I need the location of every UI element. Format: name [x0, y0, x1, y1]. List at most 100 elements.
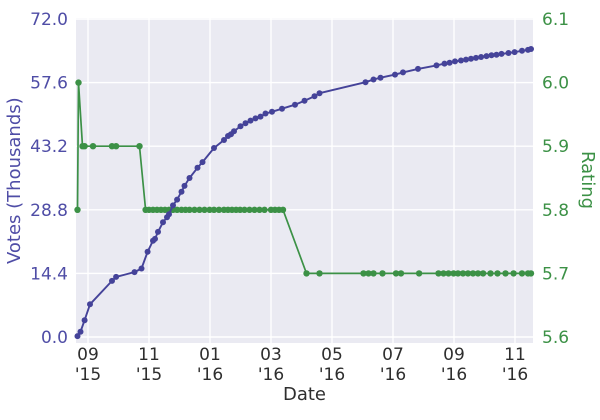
rating-point — [215, 206, 223, 213]
rating-point — [445, 270, 452, 277]
x-axis-tick-year: '16 — [441, 365, 467, 385]
rating-point — [256, 206, 263, 213]
votes-point — [262, 110, 269, 117]
votes-point — [528, 46, 534, 52]
rating-point — [469, 270, 477, 277]
votes-point — [511, 49, 518, 56]
x-axis-tick-month: 09 — [77, 345, 99, 365]
rating-point — [246, 206, 253, 213]
votes-point — [144, 248, 151, 255]
y-axis-tick-right: 5.8 — [542, 201, 569, 221]
votes-point — [377, 74, 384, 81]
rating-point — [81, 143, 88, 150]
x-axis-title: Date — [282, 384, 327, 405]
rating-point — [75, 79, 82, 86]
votes-point — [211, 145, 217, 151]
votes-point — [181, 182, 188, 189]
y-axis-tick-right: 5.9 — [542, 137, 569, 157]
votes-point — [257, 113, 264, 120]
rating-point — [112, 143, 120, 150]
votes-point — [186, 175, 193, 181]
votes-point — [155, 228, 161, 235]
y-axis-tick-right: 6.0 — [542, 74, 569, 94]
votes-point — [178, 188, 185, 195]
y-axis-tick-left: 72.0 — [30, 10, 68, 30]
rating-point — [186, 206, 193, 213]
rating-point — [464, 270, 472, 277]
votes-point — [87, 301, 93, 308]
votes-point — [452, 58, 458, 65]
votes-point — [292, 101, 298, 108]
x-axis-tick-year: '16 — [380, 365, 406, 385]
y-axis-title-right: Rating — [577, 151, 598, 210]
votes-point — [174, 196, 181, 203]
rating-point — [474, 270, 482, 277]
rating-point — [89, 143, 97, 150]
x-axis-tick-month: 09 — [443, 345, 465, 365]
votes-point — [109, 277, 115, 284]
rating-point — [241, 206, 248, 213]
votes-point — [77, 328, 84, 335]
rating-point — [494, 270, 501, 277]
rating-point — [459, 270, 467, 277]
votes-point — [252, 115, 259, 122]
rating-point — [487, 270, 494, 277]
rating-point — [360, 270, 367, 277]
x-axis-tick-year: '16 — [319, 365, 345, 385]
rating-point — [454, 270, 462, 277]
rating-point — [191, 206, 198, 213]
votes-point — [301, 97, 308, 104]
plot-background — [76, 18, 533, 343]
votes-point — [269, 108, 275, 115]
x-axis-tick-year: '16 — [197, 365, 223, 385]
rating-point — [206, 206, 213, 213]
votes-point — [415, 65, 421, 72]
votes-point — [221, 137, 227, 143]
votes-point — [370, 76, 377, 83]
votes-point — [505, 50, 512, 56]
rating-point — [316, 270, 323, 277]
rating-point — [518, 270, 526, 277]
rating-point — [201, 206, 208, 213]
votes-point — [74, 333, 81, 340]
votes-point — [131, 269, 138, 276]
votes-point — [468, 55, 474, 62]
x-axis-tick-month: 11 — [504, 345, 526, 365]
y-axis-tick-right: 5.7 — [542, 264, 569, 284]
votes-point — [199, 159, 206, 166]
rating-point — [510, 270, 517, 277]
x-axis-tick-year: '15 — [136, 365, 162, 385]
rating-point — [74, 206, 81, 213]
votes-point — [231, 128, 237, 135]
rating-point — [502, 270, 509, 277]
votes-point — [473, 54, 479, 61]
rating-point — [136, 143, 143, 150]
votes-point — [458, 57, 464, 64]
votes-point — [170, 202, 176, 209]
rating-point — [365, 270, 372, 277]
votes-point — [392, 71, 398, 78]
rating-point — [397, 270, 405, 277]
votes-point — [463, 56, 469, 63]
y-axis-tick-left: 28.8 — [30, 201, 68, 221]
y-axis-tick-left: 0.0 — [41, 328, 68, 348]
rating-point — [527, 270, 535, 277]
votes-point — [311, 93, 318, 100]
votes-point — [247, 117, 254, 124]
votes-point — [237, 123, 244, 130]
rating-point — [392, 270, 400, 277]
y-axis-tick-left: 14.4 — [30, 264, 68, 284]
y-axis-title-left: Votes (Thousands) — [4, 97, 25, 264]
rating-point — [479, 270, 487, 277]
votes-point — [446, 59, 453, 66]
votes-point — [138, 265, 145, 272]
votes-point — [519, 47, 525, 54]
votes-point — [81, 317, 88, 324]
x-axis-tick-month: 05 — [321, 345, 343, 365]
rating-point — [236, 206, 244, 213]
votes-point — [362, 79, 369, 86]
rating-point — [251, 206, 258, 213]
x-axis-tick-year: '16 — [258, 365, 284, 385]
votes-point — [433, 62, 440, 69]
